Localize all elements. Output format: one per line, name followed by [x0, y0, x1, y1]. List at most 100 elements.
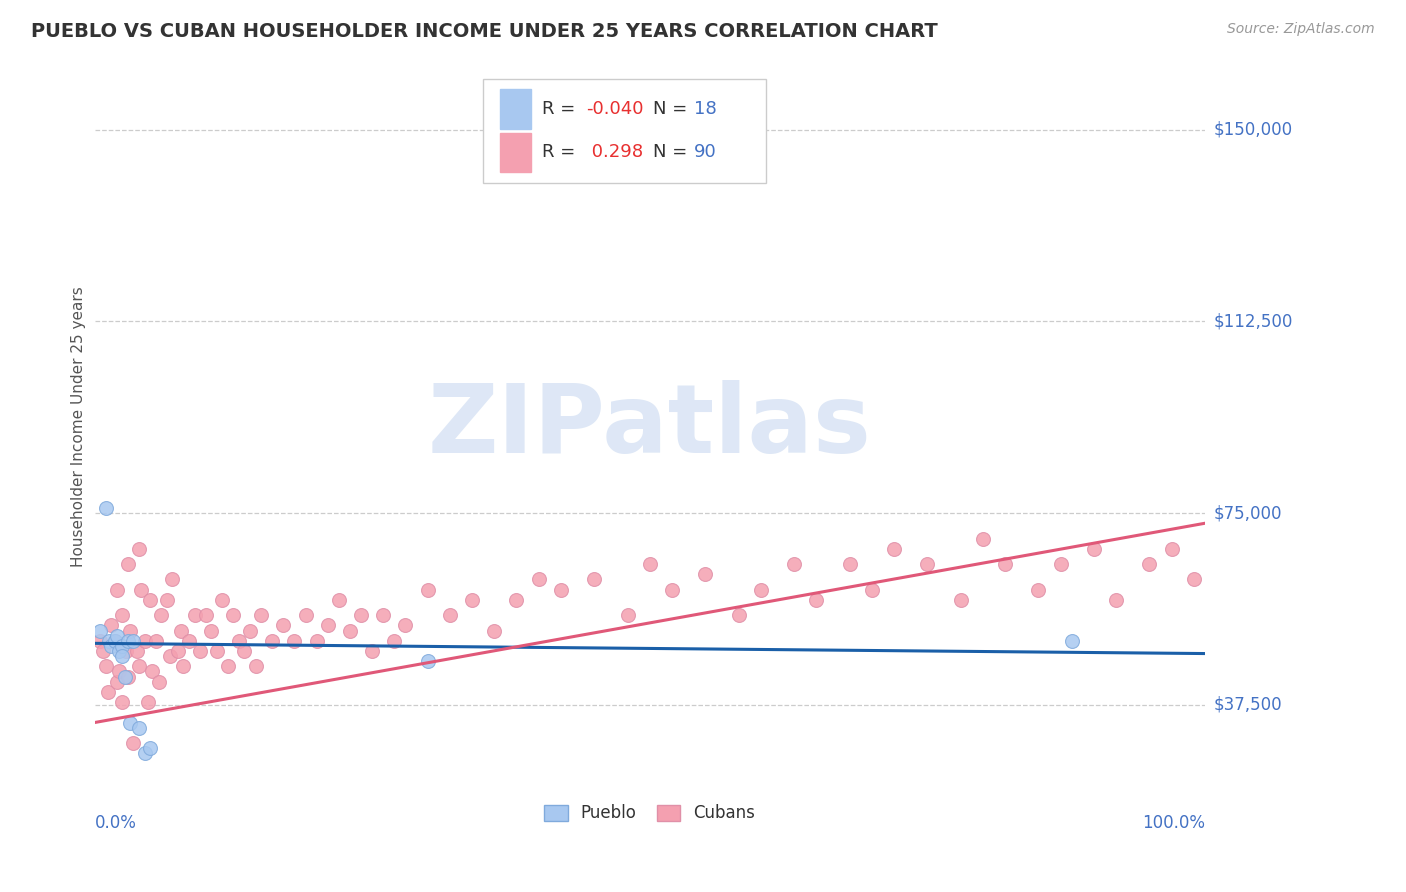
Point: [120, 624, 142, 638]
Point: [129, 582, 152, 597]
Point: [294, 608, 316, 623]
Point: [183, 608, 205, 623]
Point: [883, 541, 905, 556]
Point: [188, 644, 211, 658]
Point: [89, 624, 111, 638]
Point: [1137, 557, 1160, 571]
Text: 18: 18: [695, 100, 717, 118]
Point: [860, 582, 883, 597]
Point: [125, 644, 148, 658]
Text: R =: R =: [543, 144, 581, 161]
Point: [727, 608, 749, 623]
Point: [150, 608, 173, 623]
Point: [806, 593, 828, 607]
Point: [117, 633, 139, 648]
Point: [439, 608, 461, 623]
Point: [361, 644, 384, 658]
Text: $75,000: $75,000: [1213, 504, 1282, 522]
Point: [172, 659, 194, 673]
Point: [917, 557, 939, 571]
Point: [305, 633, 328, 648]
Point: [114, 669, 136, 683]
Point: [159, 649, 181, 664]
Point: [100, 618, 122, 632]
Point: [111, 649, 134, 664]
Text: $37,500: $37,500: [1213, 696, 1282, 714]
Point: [1160, 541, 1182, 556]
Point: [222, 608, 245, 623]
Point: [328, 593, 350, 607]
Point: [373, 608, 395, 623]
Point: [695, 567, 717, 582]
Point: [527, 573, 550, 587]
Point: [177, 633, 200, 648]
Point: [97, 685, 120, 699]
Point: [1182, 573, 1205, 587]
Point: [122, 633, 145, 648]
Point: [200, 624, 222, 638]
Text: 0.0%: 0.0%: [94, 814, 136, 832]
Point: [120, 715, 142, 730]
Point: [139, 593, 162, 607]
Point: [228, 633, 250, 648]
Point: [111, 639, 134, 653]
FancyBboxPatch shape: [484, 79, 766, 183]
Point: [949, 593, 972, 607]
Point: [194, 608, 217, 623]
Point: [1060, 633, 1083, 648]
Point: [994, 557, 1017, 571]
Point: [108, 644, 131, 658]
Point: [262, 633, 284, 648]
Point: [205, 644, 228, 658]
Point: [273, 618, 295, 632]
Text: 100.0%: 100.0%: [1142, 814, 1205, 832]
Y-axis label: Householder Income Under 25 years: Householder Income Under 25 years: [72, 285, 86, 566]
Point: [141, 665, 163, 679]
Point: [117, 557, 139, 571]
Point: [145, 633, 167, 648]
Legend: Pueblo, Cubans: Pueblo, Cubans: [537, 797, 762, 830]
Text: R =: R =: [543, 100, 581, 118]
Point: [103, 633, 125, 648]
Point: [972, 532, 994, 546]
Point: [394, 618, 416, 632]
Point: [105, 629, 128, 643]
Point: [128, 721, 150, 735]
Point: [103, 633, 125, 648]
Point: [100, 639, 122, 653]
Point: [166, 644, 188, 658]
Text: N =: N =: [652, 100, 693, 118]
Point: [583, 573, 606, 587]
Point: [550, 582, 572, 597]
Point: [94, 500, 117, 515]
Text: 90: 90: [695, 144, 717, 161]
Point: [484, 624, 506, 638]
Point: [239, 624, 262, 638]
Point: [139, 741, 162, 756]
Point: [838, 557, 860, 571]
Point: [283, 633, 305, 648]
Point: [233, 644, 256, 658]
Point: [111, 608, 134, 623]
Point: [148, 674, 170, 689]
Point: [128, 541, 150, 556]
Point: [416, 654, 439, 668]
Point: [1083, 541, 1105, 556]
Point: [114, 644, 136, 658]
Point: [661, 582, 683, 597]
Point: [749, 582, 772, 597]
Text: ZIPatlas: ZIPatlas: [427, 380, 872, 473]
Point: [616, 608, 638, 623]
Text: 0.298: 0.298: [586, 144, 644, 161]
Point: [783, 557, 806, 571]
Point: [350, 608, 373, 623]
Point: [122, 736, 145, 750]
Point: [245, 659, 267, 673]
Point: [117, 669, 139, 683]
Point: [89, 633, 111, 648]
Point: [105, 674, 128, 689]
Point: [111, 695, 134, 709]
Text: PUEBLO VS CUBAN HOUSEHOLDER INCOME UNDER 25 YEARS CORRELATION CHART: PUEBLO VS CUBAN HOUSEHOLDER INCOME UNDER…: [31, 22, 938, 41]
Point: [136, 695, 159, 709]
Point: [211, 593, 233, 607]
